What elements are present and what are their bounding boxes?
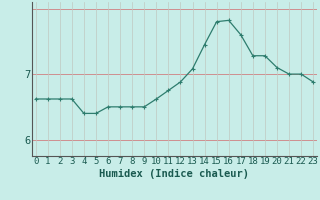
X-axis label: Humidex (Indice chaleur): Humidex (Indice chaleur)	[100, 169, 249, 179]
